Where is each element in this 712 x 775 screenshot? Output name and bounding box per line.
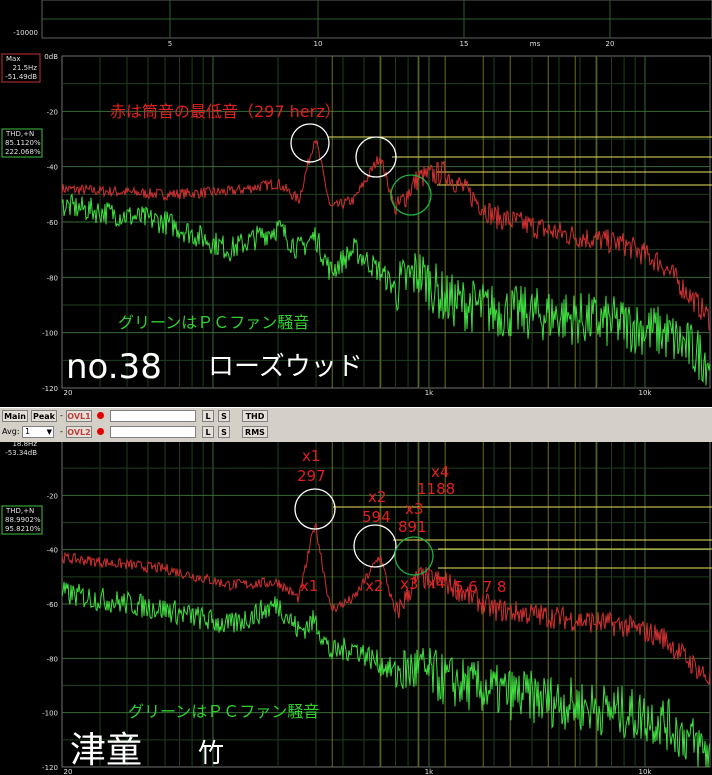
- ovl1-l-button[interactable]: L: [202, 410, 214, 422]
- time-unit: ms: [530, 40, 541, 48]
- y-tick-label: -40: [47, 547, 58, 555]
- time-x-tick: 10: [314, 40, 323, 48]
- harmonic-3-circle: [394, 536, 434, 576]
- y-tick-label: -100: [42, 330, 58, 338]
- peak-button[interactable]: Peak: [31, 410, 57, 422]
- y-tick-label: -60: [47, 601, 58, 609]
- harmonic-label: x3: [405, 500, 423, 518]
- y-tick-label: -120: [42, 385, 58, 393]
- avg-label: Avg:: [2, 427, 20, 436]
- harmonic-2-circle: [355, 136, 397, 178]
- sample-number: no.38: [66, 347, 162, 387]
- thd-button[interactable]: THD: [242, 410, 268, 422]
- fundamental-circle: [290, 123, 330, 163]
- y-tick-label: -20: [47, 492, 58, 500]
- harmonic-label: x3: [400, 575, 418, 593]
- y-tick-label: -100: [42, 710, 58, 718]
- harmonic-frequency: 1188: [417, 480, 455, 498]
- series-red-2: [61, 522, 711, 686]
- x-tick-label: 20: [64, 768, 73, 775]
- sample-material: 竹: [198, 739, 224, 769]
- time-x-tick: 5: [168, 40, 172, 48]
- y-tick-label: -20: [47, 108, 58, 116]
- readout-label: Max: [6, 55, 20, 63]
- thd-value: 95.8210%: [5, 525, 41, 533]
- series-green-1: [61, 193, 711, 386]
- green-trace-note: グリーンはＰＣファン騒音: [128, 702, 319, 721]
- harmonic-frequency: 594: [362, 508, 391, 526]
- thd-box-1: [1, 128, 43, 158]
- green-trace-note: グリーンはＰＣファン騒音: [118, 313, 309, 332]
- analyzer-toolbar: Main Peak - OVL1 L S THD Avg: 1 ▼ - OVL2 …: [0, 407, 712, 442]
- spectrum-panel-2: -20 -40 -60 -80 -100 -120 20 1k 10k 18.8Hz -53.3…: [0, 440, 712, 775]
- thd-label: THD,+N: [5, 507, 34, 515]
- readout-level: -51.49dB: [5, 73, 37, 81]
- time-x-tick: 20: [606, 40, 615, 48]
- y-tick-label: -120: [42, 764, 58, 772]
- time-y-tick: -10000: [13, 29, 38, 37]
- harmonic-frequency: 891: [398, 518, 427, 536]
- harmonic-label: 5 6 7 8: [454, 578, 506, 596]
- thd-value: 222.068%: [5, 148, 41, 156]
- x-tick-label: 1k: [425, 389, 434, 397]
- sample-name: ローズウッド: [208, 352, 363, 382]
- x-tick-label: 10k: [638, 389, 652, 397]
- time-grid: [42, 0, 712, 38]
- x-tick-label: 20: [64, 389, 73, 397]
- fundamental-circle: [294, 488, 336, 530]
- harmonic-label: x4: [431, 463, 449, 481]
- x-tick-label: 1k: [425, 768, 434, 775]
- y-tick-label: -80: [47, 655, 58, 663]
- time-x-tick: 15: [460, 40, 469, 48]
- series-green-2: [61, 581, 711, 768]
- separator: -: [60, 427, 63, 436]
- y-tick-label: -80: [47, 274, 58, 282]
- ovl2-button[interactable]: OVL2: [66, 426, 92, 438]
- y-tick-label: -40: [47, 164, 58, 172]
- avg-select[interactable]: 1 ▼: [22, 426, 54, 438]
- ovl1-button[interactable]: OVL1: [66, 410, 92, 422]
- record-indicator-icon[interactable]: [97, 428, 104, 435]
- ovl2-field[interactable]: [110, 426, 196, 438]
- record-indicator-icon[interactable]: [97, 412, 104, 419]
- y-tick-label: -60: [47, 219, 58, 227]
- thd-value: 85.1120%: [5, 139, 41, 147]
- separator: -: [60, 411, 63, 420]
- harmonic-2-circle: [353, 524, 397, 568]
- sample-name: 津童: [70, 730, 142, 771]
- y-tick-label: 0dB: [44, 53, 58, 61]
- harmonic-label: x4: [427, 574, 445, 592]
- time-domain-panel: -10000 5 10 15 ms 20: [13, 0, 712, 48]
- readout-level: -53.34dB: [5, 449, 37, 457]
- thd-label: THD,+N: [5, 130, 34, 138]
- readout-box-1: [1, 53, 41, 83]
- harmonic-label: x1: [300, 577, 318, 595]
- yellow-markers-2: [331, 441, 712, 767]
- series-red-1: [61, 140, 711, 332]
- readout-frequency: 18.8Hz: [12, 440, 37, 448]
- x-tick-label: 10k: [638, 768, 652, 775]
- thd-value: 88.9902%: [5, 516, 41, 524]
- harmonic-3-circle: [390, 174, 432, 216]
- ovl2-l-button[interactable]: L: [202, 426, 214, 438]
- harmonic-frequency: 297: [297, 467, 326, 485]
- yellow-markers-1: [328, 56, 712, 388]
- harmonic-label: x1: [302, 447, 320, 465]
- rms-button[interactable]: RMS: [242, 426, 268, 438]
- harmonic-label: x2: [368, 488, 386, 506]
- chevron-down-icon: ▼: [46, 428, 52, 436]
- ovl2-s-button[interactable]: S: [218, 426, 230, 438]
- thd-box-2: [1, 505, 43, 535]
- ovl1-field[interactable]: [110, 410, 196, 422]
- ticks-2: -20 -40 -60 -80 -100 -120 20 1k 10k: [42, 492, 652, 775]
- red-trace-note: 赤は筒音の最低音（297 herz）: [110, 102, 341, 121]
- main-button[interactable]: Main: [2, 410, 28, 422]
- ticks-1: 0dB -20 -40 -60 -80 -100 -120 20 1k 10k: [42, 53, 652, 397]
- spectrum-panel-1: 0dB -20 -40 -60 -80 -100 -120 20 1k 10k Max 21.5H…: [0, 50, 712, 406]
- ovl1-s-button[interactable]: S: [218, 410, 230, 422]
- readout-frequency: 21.5Hz: [12, 64, 37, 72]
- harmonic-label: x2: [365, 577, 383, 595]
